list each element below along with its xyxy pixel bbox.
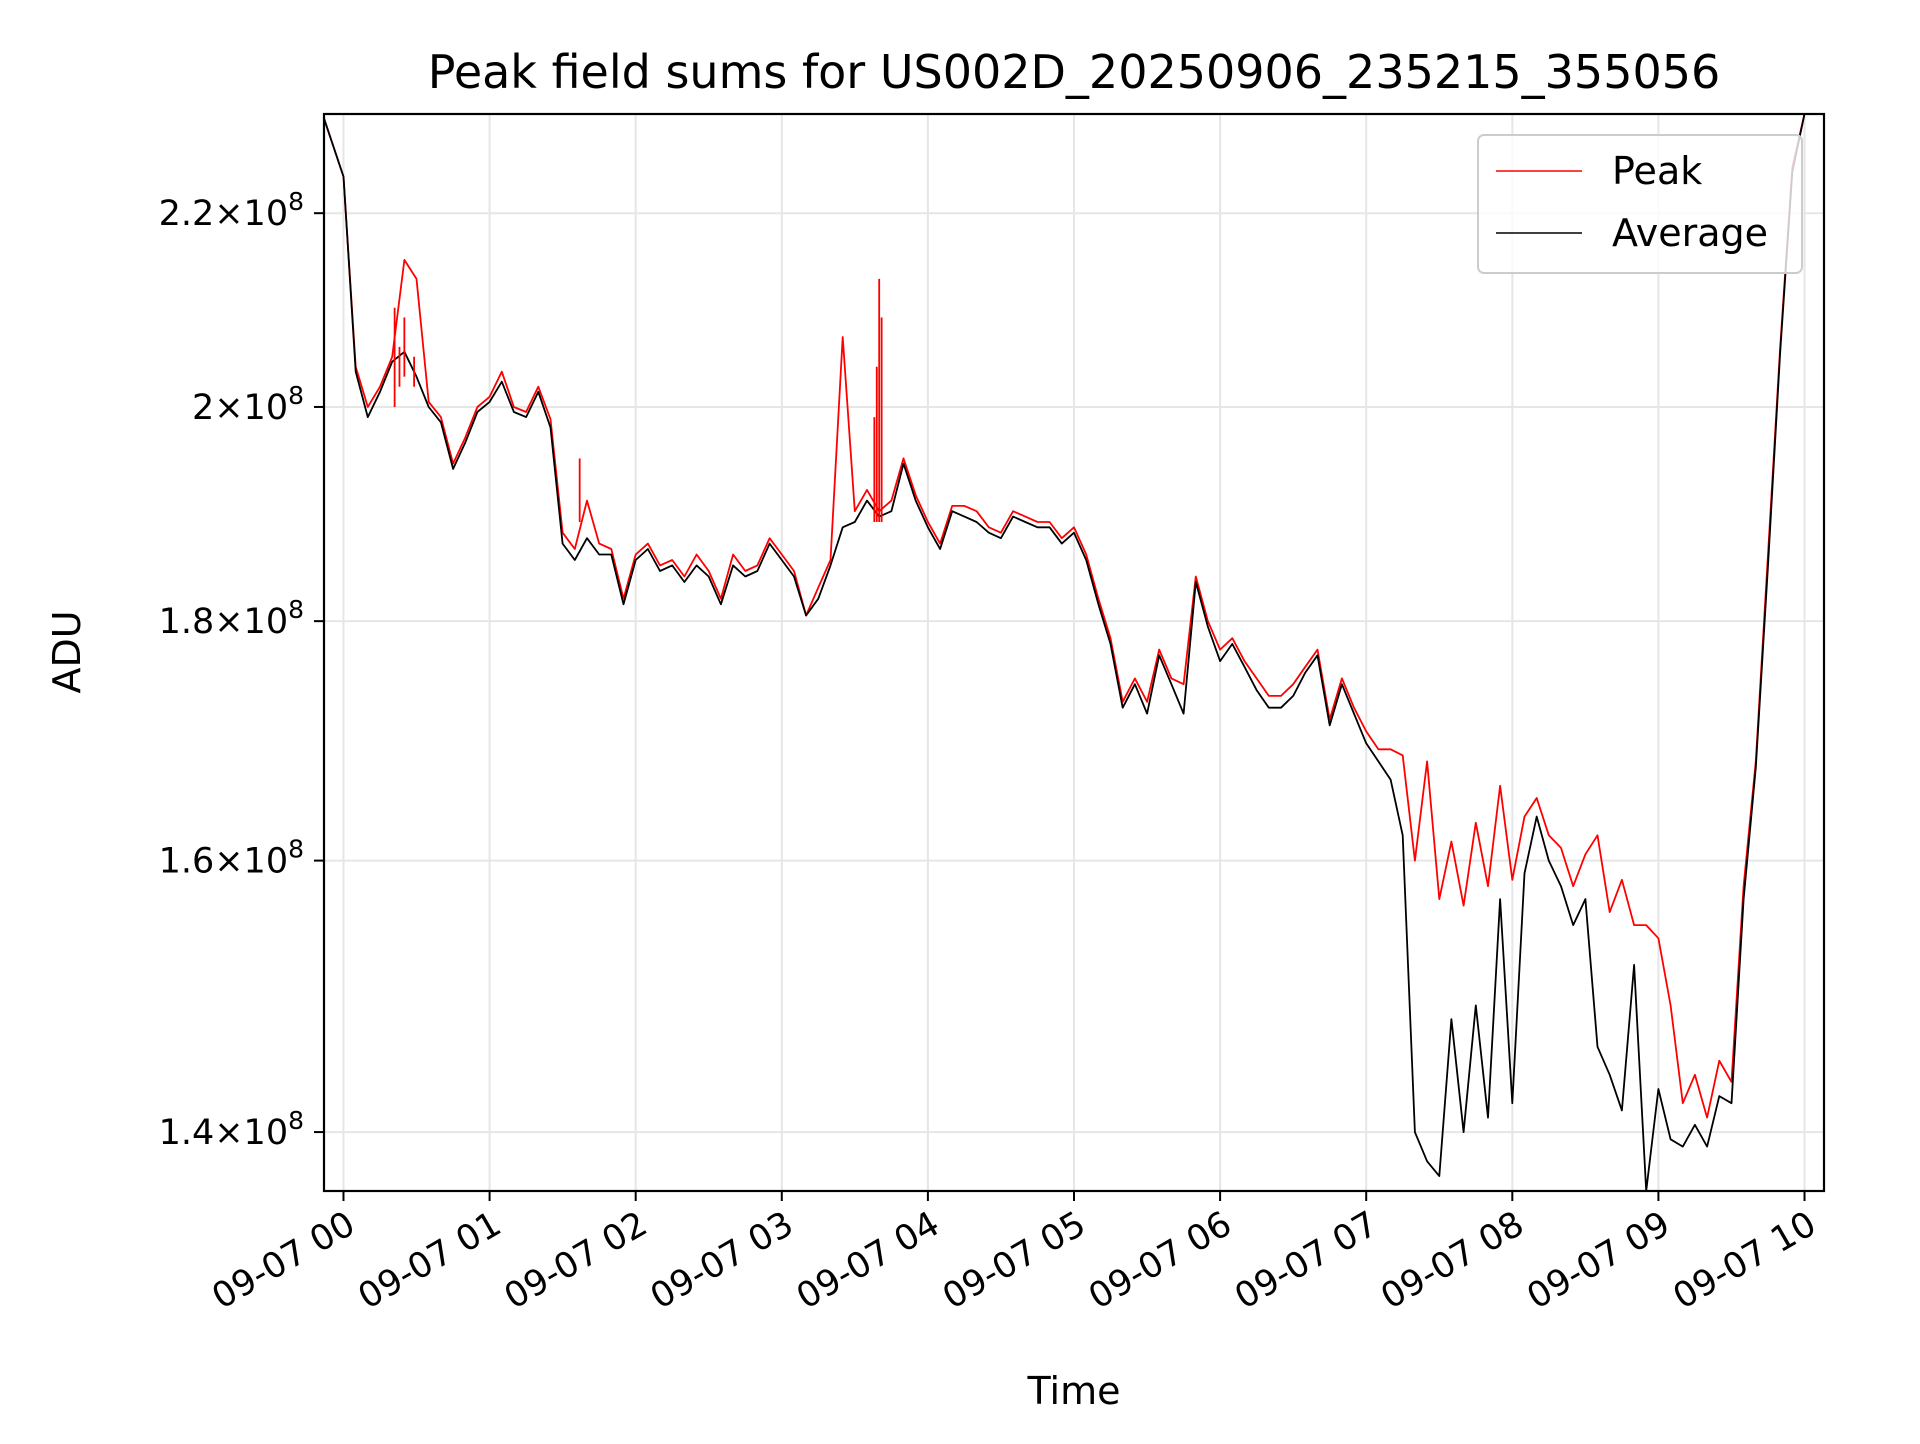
legend-label-average: Average: [1612, 211, 1768, 255]
y-tick-label: 1.6×108: [159, 835, 304, 882]
series-line-average: [323, 113, 1806, 1192]
y-axis-ticks: 1.4×108 1.6×108 1.8×108 2×108 2.2×108: [159, 187, 324, 1153]
legend: Peak Average: [1477, 134, 1803, 274]
grid-lines: [324, 114, 1824, 1191]
legend-label-peak: Peak: [1612, 149, 1702, 193]
y-tick-label: 2×108: [192, 381, 304, 428]
x-axis-label: Time: [1027, 1369, 1121, 1413]
legend-box: [1477, 134, 1803, 274]
series-line-peak: [323, 113, 1806, 1119]
y-tick-label: 2.2×108: [159, 187, 304, 234]
y-tick-label: 1.4×108: [159, 1106, 304, 1153]
y-axis-label: ADU: [45, 610, 89, 693]
chart-title: Peak field sums for US002D_20250906_2352…: [428, 45, 1721, 99]
series-lines: [323, 113, 1806, 1192]
y-tick-label: 1.8×108: [159, 595, 304, 642]
